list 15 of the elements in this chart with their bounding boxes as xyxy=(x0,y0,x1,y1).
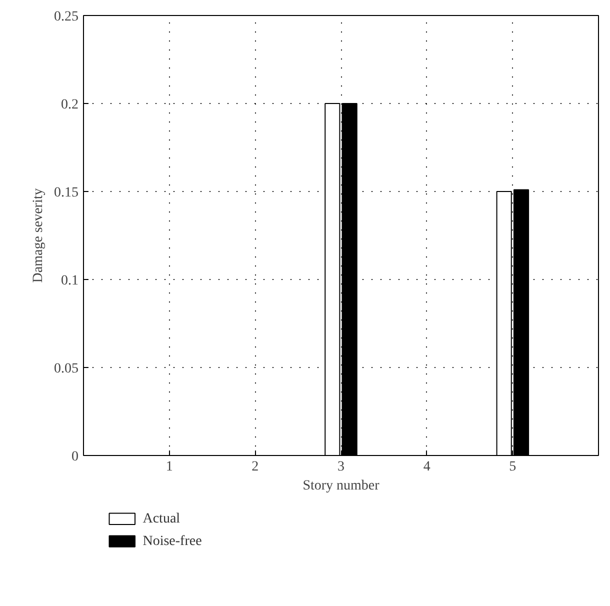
x-tick-label: 5 xyxy=(509,460,516,474)
x-tick-label: 4 xyxy=(423,460,430,474)
y-tick-label: 0 xyxy=(72,450,78,464)
y-axis-title: Damage severity xyxy=(31,188,46,283)
x-axis-title: Story number xyxy=(302,478,380,494)
legend-label: Noise-free xyxy=(142,534,202,549)
y-tick-label: 0.2 xyxy=(61,98,78,112)
legend-label: Actual xyxy=(142,511,180,526)
x-tick-label: 2 xyxy=(252,460,259,474)
x-tick-label: 1 xyxy=(166,460,173,474)
y-tick-label: 0.25 xyxy=(54,10,78,24)
y-tick-label: 0.15 xyxy=(54,186,78,200)
y-tick-label: 0.1 xyxy=(61,274,78,288)
y-tick-label: 0.05 xyxy=(54,362,78,376)
x-tick-label: 3 xyxy=(338,460,344,474)
